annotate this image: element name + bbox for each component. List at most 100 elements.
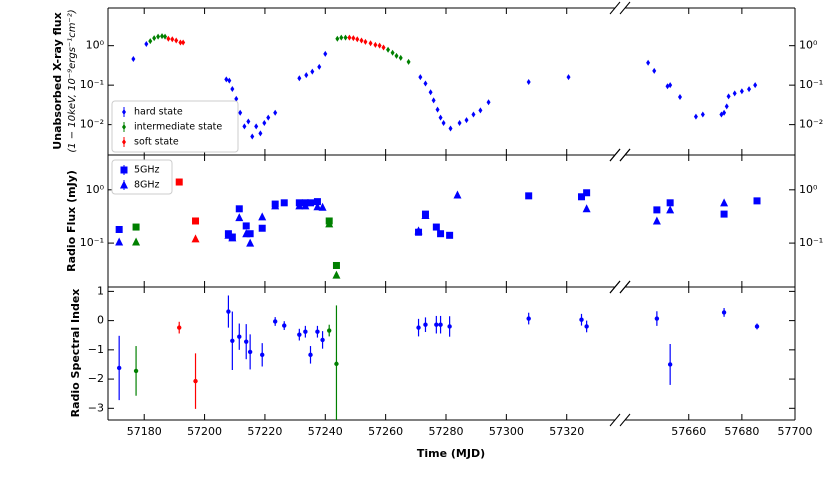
y-tick-label: 10⁻¹ <box>80 236 104 249</box>
marker <box>160 33 165 40</box>
marker <box>228 233 237 242</box>
marker <box>457 119 462 126</box>
axis-break <box>609 413 621 427</box>
marker <box>280 199 288 207</box>
marker <box>133 368 139 374</box>
marker <box>347 34 352 41</box>
plot-area <box>116 295 760 420</box>
marker <box>297 332 302 337</box>
marker <box>398 54 403 61</box>
marker <box>131 55 136 62</box>
marker <box>526 79 531 86</box>
marker <box>120 166 128 174</box>
marker <box>654 316 660 321</box>
marker <box>406 58 411 65</box>
marker <box>377 42 382 49</box>
marker <box>700 111 705 118</box>
marker <box>122 124 126 130</box>
plot-area <box>115 178 761 279</box>
marker <box>646 59 651 66</box>
marker <box>332 270 341 279</box>
marker <box>258 224 266 232</box>
marker <box>334 361 339 367</box>
marker <box>132 237 141 246</box>
marker <box>386 46 391 53</box>
marker <box>226 309 231 314</box>
marker <box>115 237 124 246</box>
marker <box>351 35 356 42</box>
marker <box>246 238 255 247</box>
marker <box>181 39 186 46</box>
marker <box>447 324 452 329</box>
marker <box>435 106 440 113</box>
x-tick-label: 57280 <box>429 425 464 438</box>
marker <box>693 113 698 120</box>
x-tick-label: 57320 <box>549 425 584 438</box>
marker <box>332 261 340 269</box>
axis-break <box>609 1 621 15</box>
marker <box>668 82 673 89</box>
y-axis-label: Radio Flux (mJy) <box>65 170 78 272</box>
x-tick-label: 57220 <box>247 425 282 438</box>
legend-label: soft state <box>134 137 179 148</box>
marker <box>193 378 198 384</box>
legend-label: hard state <box>134 107 183 118</box>
marker <box>720 198 729 207</box>
legend: hard state intermediate state soft state <box>111 100 239 153</box>
marker <box>363 38 368 45</box>
marker <box>355 36 360 43</box>
marker <box>478 107 483 114</box>
marker <box>418 74 423 81</box>
marker <box>416 325 421 330</box>
y-axis-label: Unabsorbed X-ray flux <box>51 12 64 149</box>
marker <box>115 225 123 233</box>
marker <box>667 362 673 367</box>
y-tick-label: −2 <box>88 372 104 385</box>
marker <box>724 103 729 110</box>
marker <box>258 212 267 221</box>
y-tick-label: 10⁻¹ <box>799 78 823 91</box>
axis-break <box>619 280 631 294</box>
marker <box>343 34 348 41</box>
marker <box>282 323 287 328</box>
marker <box>224 230 233 239</box>
marker <box>166 35 171 42</box>
marker <box>726 93 731 100</box>
marker <box>250 133 255 140</box>
marker <box>242 229 251 238</box>
marker <box>258 130 263 137</box>
marker <box>582 204 591 213</box>
marker <box>177 325 182 330</box>
marker <box>192 217 200 225</box>
marker <box>152 35 157 42</box>
marker <box>434 322 439 327</box>
axis-break <box>609 280 621 294</box>
marker <box>453 190 462 199</box>
marker <box>313 202 322 211</box>
marker <box>230 338 235 343</box>
y-tick-label: 1 <box>97 284 104 297</box>
x-tick-label: 57180 <box>127 425 162 438</box>
marker <box>132 223 140 231</box>
x-tick-label: 57700 <box>778 425 813 438</box>
marker <box>308 352 313 358</box>
y-tick-label: 0 <box>97 314 104 327</box>
marker <box>414 226 423 235</box>
marker <box>323 50 328 57</box>
marker <box>237 334 242 339</box>
marker <box>170 36 175 43</box>
marker <box>446 231 454 239</box>
marker <box>175 178 183 186</box>
marker <box>315 329 320 334</box>
marker <box>438 114 443 121</box>
marker <box>677 94 682 101</box>
x-tick-label: 57260 <box>368 425 403 438</box>
marker <box>116 365 122 371</box>
marker <box>583 189 591 197</box>
marker <box>178 39 183 46</box>
axis-break <box>609 148 621 162</box>
marker <box>310 68 315 75</box>
legend-box <box>111 100 239 153</box>
marker <box>423 322 428 327</box>
